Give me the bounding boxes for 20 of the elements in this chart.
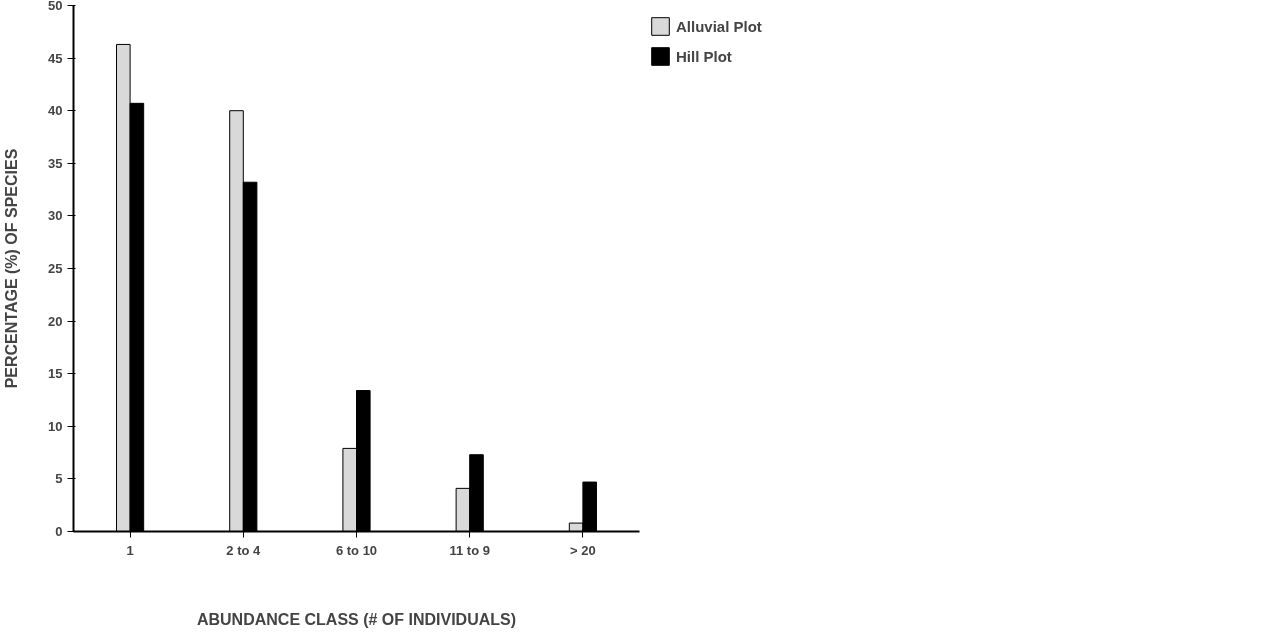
x-tick-label: 1 xyxy=(126,542,134,558)
x-tick-label: 6 to 10 xyxy=(335,542,378,558)
y-tick-label: 50 xyxy=(48,0,63,13)
y-tick-label: 5 xyxy=(55,471,63,487)
y-tick-label: 35 xyxy=(48,155,63,171)
y-tick-label: 40 xyxy=(48,103,63,119)
y-tick-label: 25 xyxy=(48,261,63,276)
legend-label: Hill Plot xyxy=(676,47,732,65)
y-axis-title: PERCENTAGE (%) OF SPECIES xyxy=(3,148,21,389)
y-tick-label: 15 xyxy=(48,366,63,382)
y-tick-label: 0 xyxy=(55,524,63,539)
y-tick-label: 45 xyxy=(48,50,63,66)
x-tick-label: 2 to 4 xyxy=(226,542,262,558)
x-axis-title: ABUNDANCE CLASS (# OF INDIVIDUALS) xyxy=(196,610,517,628)
legend-label: Alluvial Plot xyxy=(676,17,762,35)
x-tick-label: > 20 xyxy=(570,542,596,558)
y-tick-label: 30 xyxy=(48,208,63,224)
y-tick-label: 10 xyxy=(48,418,63,434)
y-tick-label: 20 xyxy=(48,313,63,329)
x-tick-label: 11 to 9 xyxy=(449,542,490,558)
